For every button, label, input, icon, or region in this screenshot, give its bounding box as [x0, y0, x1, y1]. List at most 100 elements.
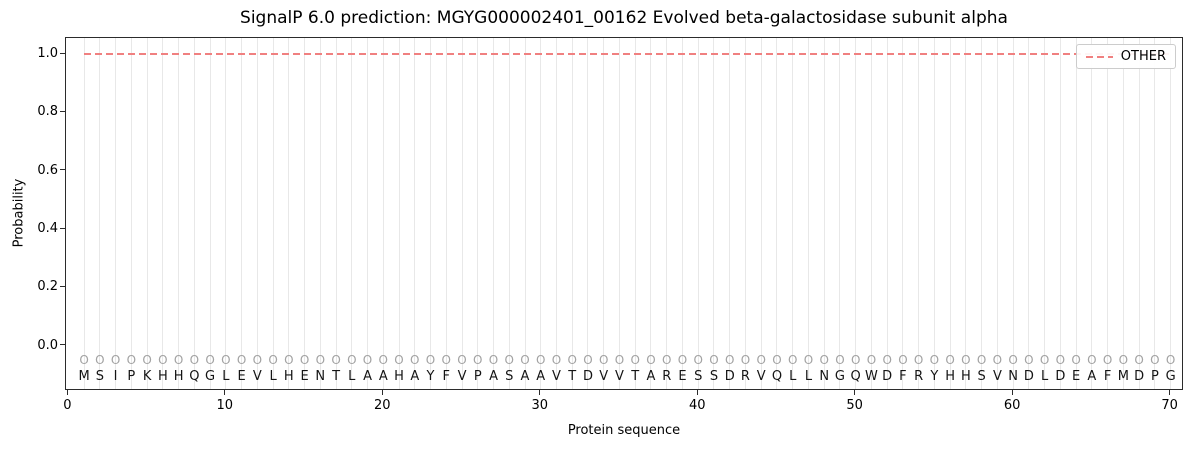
residue-gridline [902, 38, 904, 389]
residue-letter: S [694, 369, 703, 385]
position-region-label: O [866, 353, 877, 368]
residue-letter: T [631, 369, 640, 385]
residue-gridline [618, 38, 620, 389]
residue-letter: V [615, 369, 624, 385]
x-tick-label: 20 [374, 398, 391, 413]
residue-letter: A [520, 369, 530, 385]
residue-letter: V [992, 369, 1002, 385]
residue-letter: H [394, 369, 404, 385]
residue-gridline [807, 38, 809, 389]
residue-letter: A [489, 369, 498, 385]
x-tick-label: 0 [63, 398, 72, 413]
position-region-label: O [504, 353, 514, 368]
position-region-label: O [1150, 353, 1160, 368]
residue-gridline [744, 38, 746, 389]
residue-letter: H [283, 369, 294, 385]
position-region-label: O [536, 353, 546, 368]
residue-gridline [933, 38, 935, 389]
residue-letter: V [552, 369, 561, 385]
position-region-label: O [630, 353, 640, 368]
residue-letter: D [1055, 369, 1066, 385]
residue-letter: M [78, 369, 90, 385]
position-region-label: O [158, 353, 168, 368]
residue-gridline [99, 38, 101, 389]
position-region-label: O [1134, 353, 1144, 368]
x-tick-mark [66, 390, 68, 395]
position-region-label: O [315, 353, 326, 368]
residue-letter: G [834, 369, 845, 385]
residue-letter: Y [930, 369, 939, 385]
residue-letter: S [709, 369, 719, 385]
position-region-label: O [173, 353, 184, 368]
residue-letter: F [1103, 369, 1112, 385]
residue-letter: H [157, 369, 168, 385]
residue-letter: P [1150, 369, 1159, 385]
residue-gridline [115, 38, 117, 389]
y-tick-label: 0.2 [37, 279, 58, 295]
residue-gridline [855, 38, 857, 389]
position-region-label: O [347, 353, 357, 368]
residue-gridline [918, 38, 920, 389]
residue-gridline [776, 38, 778, 389]
residue-letter: S [505, 369, 514, 385]
residue-gridline [1154, 38, 1156, 389]
position-region-label: O [1008, 353, 1018, 368]
position-region-label: O [1087, 353, 1097, 368]
y-tick-mark [60, 227, 65, 229]
residue-letter: V [599, 369, 609, 385]
residue-letter: T [332, 369, 341, 385]
residue-letter: S [977, 369, 986, 385]
residue-gridline [493, 38, 495, 389]
position-region-label: O [913, 353, 924, 368]
position-region-label: O [252, 353, 263, 368]
residue-letter: A [363, 369, 372, 385]
position-region-label: O [882, 353, 892, 368]
residue-letter: A [536, 369, 546, 385]
residue-letter: G [1165, 369, 1176, 385]
residue-letter: D [724, 369, 735, 385]
position-region-label: O [992, 353, 1003, 368]
residue-gridline [146, 38, 148, 389]
residue-gridline [193, 38, 195, 389]
residue-letter: L [269, 369, 277, 385]
x-tick-mark [1169, 390, 1171, 395]
position-region-label: O [95, 353, 105, 368]
residue-gridline [382, 38, 384, 389]
residue-letter: H [945, 369, 956, 385]
position-region-label: O [488, 353, 499, 368]
x-tick-mark [224, 390, 226, 395]
position-region-label: O [740, 353, 751, 368]
position-region-label: O [142, 353, 152, 368]
x-tick-mark [1011, 390, 1013, 395]
residue-gridline [760, 38, 762, 389]
residue-gridline [1170, 38, 1172, 389]
chart-title: SignalP 6.0 prediction: MGYG000002401_00… [240, 8, 1008, 28]
position-region-label: O [929, 353, 940, 368]
residue-letter: P [473, 369, 482, 385]
residue-gridline [1122, 38, 1124, 389]
position-region-label: O [378, 353, 389, 368]
position-region-label: O [110, 353, 121, 368]
position-region-label: O [410, 353, 420, 368]
position-region-label: O [1102, 353, 1113, 368]
residue-gridline [556, 38, 557, 389]
residue-letter: N [315, 369, 326, 385]
residue-gridline [981, 38, 983, 389]
residue-gridline [540, 38, 542, 389]
residue-gridline [225, 38, 227, 389]
position-region-label: O [583, 353, 593, 368]
legend-label-other: OTHER [1120, 49, 1166, 64]
position-region-label: O [961, 353, 971, 368]
y-tick-mark [60, 285, 65, 287]
residue-letter: V [457, 369, 467, 385]
position-region-label: O [126, 353, 137, 368]
residue-letter: L [222, 369, 230, 385]
residue-letter: D [1134, 369, 1145, 385]
residue-letter: E [1072, 369, 1081, 385]
residue-gridline [304, 38, 306, 389]
residue-letter: V [756, 369, 766, 385]
residue-gridline [445, 38, 447, 389]
x-tick-label: 40 [688, 398, 706, 413]
position-region-label: O [614, 353, 625, 368]
